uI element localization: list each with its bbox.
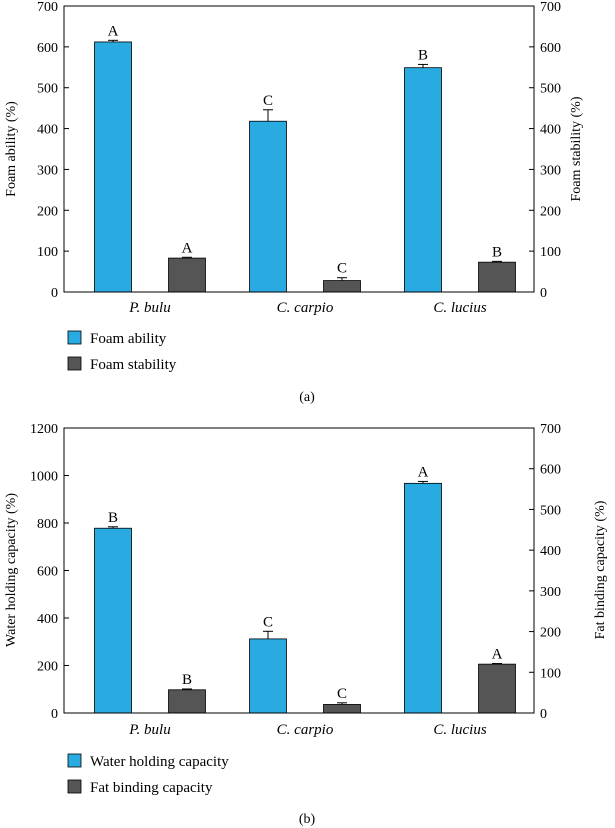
bar [478,663,516,714]
bar [249,120,287,293]
category-label: C. carpio [277,300,334,316]
y-tick-label-right: 100 [540,666,561,681]
panel-b-right-axis: 0 100 200 300 400 500 600 700 [529,422,561,722]
panel-b-label: (b) [299,812,316,827]
legend-label: Foam ability [90,331,167,347]
y-tick-label-right: 0 [540,286,547,301]
significance-letter: A [492,647,503,663]
y-tick-label-left: 200 [37,660,58,675]
panel-b-y-axis-label-left: Water holding capacity (%) [4,493,19,647]
legend-label: Water holding capacity [90,754,229,770]
y-tick-label-left: 1200 [30,422,58,437]
y-tick-label-left: 600 [37,41,58,56]
bar [168,257,206,293]
legend-swatch-water-holding [67,753,82,768]
category-label: P. bulu [128,300,170,316]
significance-letter: B [418,47,428,63]
y-tick-label-left: 0 [51,707,58,722]
panel-b-left-axis: 0 200 400 600 800 1000 1200 [30,422,69,722]
category-label: C. lucius [433,722,486,738]
y-tick-label-left: 200 [37,204,58,219]
significance-letter: C [337,261,347,277]
y-tick-label-left: 700 [37,0,58,15]
significance-letter: C [337,686,347,702]
y-tick-label-left: 0 [51,286,58,301]
y-tick-label-right: 500 [540,503,561,518]
y-tick-label-left: 1000 [30,470,58,485]
panel-a-left-axis: 0 100 200 300 400 500 600 700 [37,0,69,301]
category-label: C. lucius [433,300,486,316]
significance-letter: C [263,614,273,630]
bar [249,638,287,714]
panel-a-right-axis: 0 100 200 300 400 500 600 700 [529,0,561,301]
panel-b-category-labels: P. bulu C. carpio C. lucius [128,722,487,738]
y-tick-label-right: 200 [540,626,561,641]
bar [478,261,516,293]
panel-a-legend: Foam ability Foam stability [67,330,177,373]
panel-b: B C A B C A 0 200 400 600 800 1000 1200 0 100 200 300 4… [4,422,608,827]
bar [323,280,361,293]
bar [404,67,442,293]
y-tick-label-right: 200 [540,204,561,219]
y-tick-label-left: 400 [37,123,58,138]
y-tick-label-left: 400 [37,612,58,627]
significance-letter: B [492,244,502,260]
panel-b-y-axis-label-right: Fat binding capacity (%) [593,500,608,639]
y-tick-label-right: 400 [540,123,561,138]
panel-a-plot-frame [63,5,535,293]
panel-a-y-axis-label-left: Foam ability (%) [4,101,19,197]
y-tick-label-right: 300 [540,585,561,600]
bar [404,482,442,714]
panel-b-plot-frame [63,427,535,714]
panel-a-bars: A C B A C B [94,23,516,293]
category-label: C. carpio [277,722,334,738]
panel-a: A C B A C B 0 100 200 300 400 500 600 700 0 100 200 300… [4,0,584,405]
y-tick-label-right: 600 [540,463,561,478]
y-tick-label-left: 800 [37,517,58,532]
y-tick-label-right: 0 [540,707,547,722]
panel-a-y-axis-label-right: Foam stability (%) [569,96,584,201]
bar [94,41,132,293]
y-tick-label-right: 500 [540,82,561,97]
legend-swatch-foam-stability [67,356,82,371]
bar [94,527,132,714]
panel-b-legend: Water holding capacity Fat binding capac… [67,753,229,796]
y-tick-label-left: 600 [37,565,58,580]
y-tick-label-right: 700 [540,422,561,437]
significance-letter: B [108,510,118,526]
significance-letter: A [108,23,119,39]
y-tick-label-right: 700 [540,0,561,15]
legend-label: Fat binding capacity [90,780,213,796]
legend-label: Foam stability [90,357,177,373]
significance-letter: C [263,93,273,109]
category-label: P. bulu [128,722,170,738]
panel-a-label: (a) [299,390,315,405]
significance-letter: A [182,240,193,256]
panel-b-bars: B C A B C A [94,464,516,714]
legend-swatch-foam-ability [67,330,82,345]
panel-a-category-labels: P. bulu C. carpio C. lucius [128,300,487,316]
bar [323,704,361,714]
y-tick-label-right: 300 [540,163,561,178]
legend-swatch-fat-binding [67,779,82,794]
y-tick-label-right: 600 [540,41,561,56]
y-tick-label-left: 300 [37,163,58,178]
y-tick-label-left: 100 [37,245,58,260]
significance-letter: A [418,464,429,480]
bar [168,689,206,714]
significance-letter: B [182,672,192,688]
y-tick-label-left: 500 [37,82,58,97]
y-tick-label-right: 100 [540,245,561,260]
y-tick-label-right: 400 [540,544,561,559]
